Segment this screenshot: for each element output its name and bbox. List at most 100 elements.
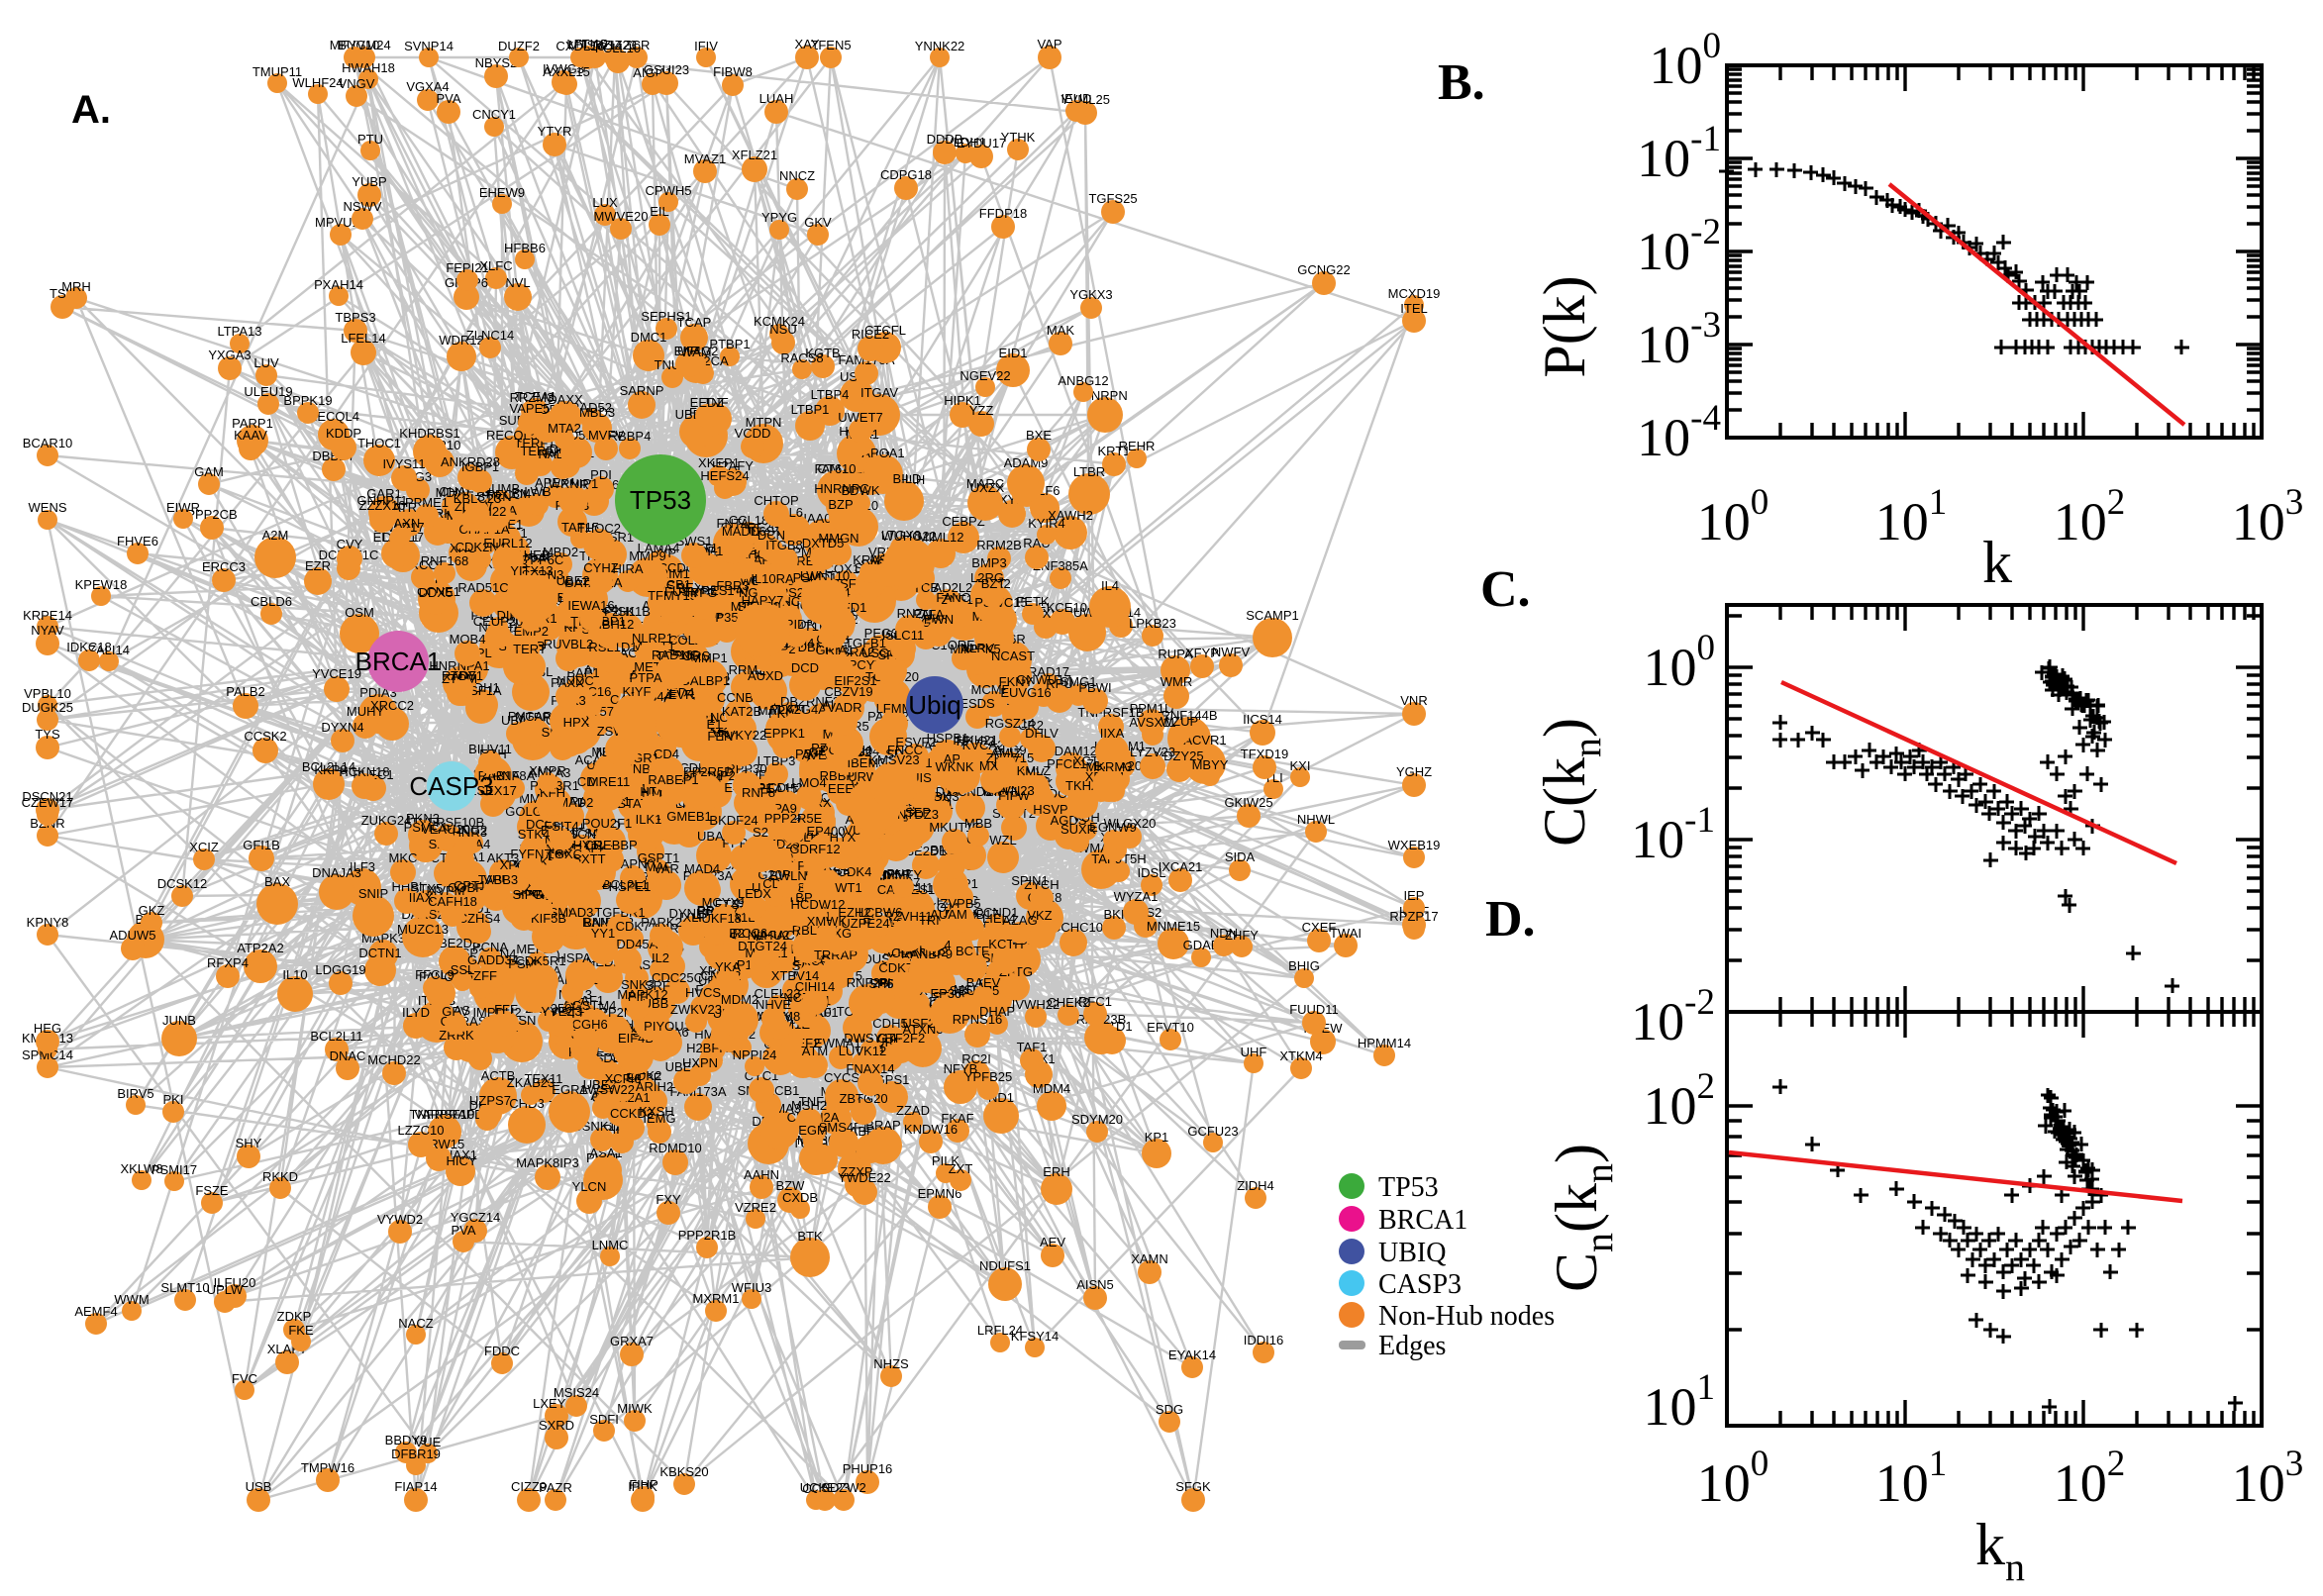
- svg-text:ADAM12: ADAM12: [1046, 744, 1097, 758]
- svg-text:RPZP17: RPZP17: [1389, 909, 1438, 924]
- svg-text:NSWV: NSWV: [344, 199, 382, 214]
- svg-text:CZEW17: CZEW17: [22, 795, 74, 810]
- svg-text:CR2: CR2: [1018, 718, 1044, 733]
- svg-text:MTPN: MTPN: [746, 415, 782, 430]
- svg-text:HAPY7: HAPY7: [742, 593, 784, 608]
- svg-text:MMFY: MMFY: [884, 867, 923, 882]
- svg-text:EP300: EP300: [930, 986, 968, 1001]
- svg-text:AKT3: AKT3: [487, 850, 520, 865]
- svg-text:COX17: COX17: [825, 561, 867, 576]
- svg-text:MDM2: MDM2: [721, 992, 758, 1007]
- svg-text:HEG: HEG: [34, 1021, 61, 1036]
- svg-text:WDR12: WDR12: [439, 333, 484, 348]
- svg-text:YFG: YFG: [691, 585, 718, 600]
- svg-text:LPKB23: LPKB23: [1129, 616, 1176, 631]
- svg-text:MUHY: MUHY: [347, 704, 385, 719]
- svg-text:FFCL9: FFCL9: [415, 967, 454, 982]
- svg-text:PTPA: PTPA: [630, 670, 662, 685]
- svg-text:FYFN7: FYFN7: [510, 847, 551, 861]
- svg-text:SNK3: SNK3: [621, 977, 655, 992]
- svg-text:RNF8: RNF8: [742, 785, 775, 800]
- svg-text:VEAU20: VEAU20: [421, 822, 470, 837]
- svg-text:DCSK12: DCSK12: [157, 876, 208, 891]
- svg-text:TABB3: TABB3: [478, 872, 518, 887]
- svg-text:LUVK12: LUVK12: [839, 1044, 886, 1058]
- svg-text:WENS: WENS: [29, 500, 67, 515]
- svg-text:YITX13: YITX13: [510, 563, 553, 578]
- svg-text:TCEA1: TCEA1: [515, 389, 556, 404]
- svg-text:CD4: CD4: [654, 747, 679, 761]
- svg-text:CCND1: CCND1: [974, 905, 1019, 920]
- svg-text:RACS8: RACS8: [780, 350, 823, 365]
- svg-text:MKRM3: MKRM3: [1086, 759, 1133, 774]
- svg-text:RNF168: RNF168: [421, 553, 468, 568]
- svg-text:RC2I: RC2I: [961, 1051, 991, 1066]
- svg-text:XCIZ: XCIZ: [189, 840, 219, 854]
- svg-text:PIYOU1: PIYOU1: [644, 1019, 691, 1034]
- svg-text:DCD: DCD: [791, 660, 819, 675]
- svg-text:KIF5B: KIF5B: [531, 911, 566, 926]
- svg-text:IL2: IL2: [652, 950, 669, 965]
- svg-text:KIYF: KIYF: [623, 684, 652, 699]
- svg-text:DFBR19: DFBR19: [391, 1446, 441, 1461]
- svg-text:YGKX3: YGKX3: [1069, 287, 1112, 302]
- svg-text:MFYV10: MFYV10: [330, 38, 380, 52]
- svg-text:AWSW22: AWSW22: [579, 1082, 635, 1097]
- svg-text:PSMI17: PSMI17: [152, 1162, 197, 1177]
- svg-text:PEG3: PEG3: [864, 626, 899, 641]
- svg-text:PAXX: PAXX: [551, 675, 584, 690]
- svg-text:MAPK12: MAPK12: [617, 987, 667, 1002]
- svg-text:TCAP: TCAP: [677, 315, 712, 330]
- svg-text:MSH2: MSH2: [791, 1098, 827, 1113]
- svg-text:BRCA1: BRCA1: [355, 647, 442, 676]
- svg-text:BAEV: BAEV: [966, 975, 1001, 990]
- svg-text:FDDC: FDDC: [484, 1344, 520, 1358]
- svg-text:SFGK: SFGK: [1175, 1479, 1211, 1494]
- svg-text:EIF2S1: EIF2S1: [834, 673, 876, 688]
- svg-text:AAHN: AAHN: [744, 1167, 779, 1182]
- svg-text:GSTM4: GSTM4: [572, 998, 617, 1013]
- svg-text:BCTF: BCTF: [956, 944, 989, 958]
- svg-text:MVFV: MVFV: [588, 428, 624, 443]
- svg-text:CCSK2: CCSK2: [244, 729, 286, 744]
- svg-text:YXGA3: YXGA3: [208, 348, 251, 362]
- svg-text:NLRV: NLRV: [960, 641, 995, 655]
- svg-text:ALG9: ALG9: [993, 743, 1026, 757]
- svg-text:THOC1: THOC1: [357, 436, 401, 450]
- svg-text:HVCS: HVCS: [685, 985, 721, 1000]
- svg-text:CZHS4: CZHS4: [458, 911, 501, 926]
- svg-text:PVA: PVA: [436, 91, 460, 106]
- svg-text:IEMG: IEMG: [643, 1111, 675, 1126]
- svg-text:UBE2A: UBE2A: [556, 573, 599, 588]
- svg-text:TVKY22: TVKY22: [719, 728, 766, 743]
- svg-text:BKI: BKI: [1104, 907, 1125, 922]
- svg-text:AVSX11: AVSX11: [1129, 715, 1175, 730]
- svg-text:COBF: COBF: [448, 880, 483, 895]
- svg-text:IL10: IL10: [282, 967, 307, 982]
- svg-text:RICE2: RICE2: [852, 327, 889, 342]
- svg-text:GSPT1: GSPT1: [638, 850, 680, 865]
- svg-text:HAX1: HAX1: [444, 1147, 477, 1162]
- svg-text:MAPK8IP3: MAPK8IP3: [516, 1155, 579, 1170]
- svg-text:IXLP: IXLP: [679, 910, 707, 925]
- svg-text:PDI: PDI: [590, 467, 612, 482]
- svg-text:FKE: FKE: [288, 1323, 314, 1338]
- svg-text:KDDP: KDDP: [326, 426, 361, 441]
- svg-text:YNNK22: YNNK22: [915, 39, 965, 53]
- svg-text:MVAZ1: MVAZ1: [684, 151, 726, 166]
- svg-text:HCDW12: HCDW12: [791, 897, 846, 912]
- svg-text:VADR: VADR: [827, 700, 861, 715]
- svg-text:CYCS: CYCS: [824, 1070, 859, 1085]
- svg-text:BILD: BILD: [893, 471, 922, 486]
- svg-text:AZAG: AZAG: [1002, 913, 1037, 928]
- svg-text:LDGG19: LDGG19: [315, 962, 365, 977]
- svg-text:FNAX14: FNAX14: [846, 1061, 894, 1076]
- svg-text:EZH2: EZH2: [838, 905, 870, 920]
- svg-text:KP1: KP1: [1145, 1130, 1169, 1145]
- svg-text:FHVE6: FHVE6: [117, 534, 158, 549]
- svg-text:SMAD3: SMAD3: [550, 905, 594, 920]
- svg-text:BRAP: BRAP: [865, 1118, 900, 1133]
- svg-text:NFYB: NFYB: [944, 1061, 978, 1076]
- svg-text:USB: USB: [246, 1479, 272, 1494]
- svg-text:MNME15: MNME15: [1147, 919, 1200, 934]
